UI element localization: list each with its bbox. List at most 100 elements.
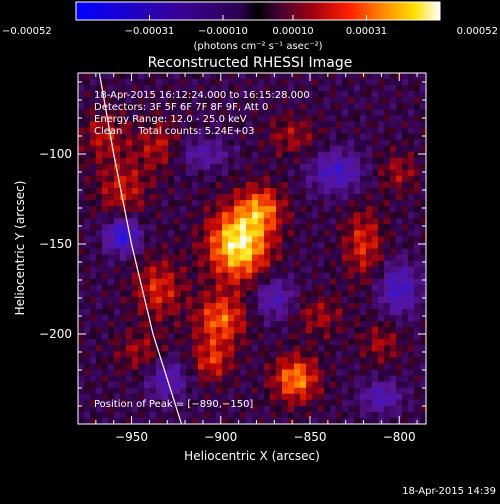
heatmap-cell	[420, 187, 426, 195]
heatmap-cell	[288, 73, 295, 80]
heatmap-cell	[114, 309, 121, 316]
heatmap-cell	[330, 169, 337, 177]
heatmap-cell	[414, 91, 421, 98]
heatmap-cell	[312, 109, 319, 116]
heatmap-cell	[276, 417, 283, 424]
heatmap-cell	[300, 127, 307, 135]
heatmap-cell	[294, 266, 301, 274]
heatmap-cell	[366, 175, 373, 183]
heatmap-cell	[222, 194, 229, 201]
heatmap-cell	[108, 333, 115, 340]
heatmap-cell	[234, 151, 241, 159]
heatmap-cell	[390, 411, 397, 419]
heatmap-cell	[114, 91, 121, 98]
heatmap-cell	[96, 315, 103, 322]
heatmap-cell	[318, 381, 325, 389]
heatmap-cell	[408, 236, 415, 243]
heatmap-cell	[420, 381, 426, 389]
heatmap-cell	[300, 345, 307, 352]
heatmap-cell	[270, 212, 277, 219]
heatmap-cell	[264, 121, 271, 128]
heatmap-cell	[288, 151, 295, 159]
heatmap-cell	[198, 345, 205, 352]
heatmap-cell	[204, 85, 211, 92]
heatmap-cell	[372, 212, 379, 219]
heatmap-cell	[234, 315, 241, 322]
heatmap-cell	[102, 133, 109, 141]
heatmap-cell	[138, 85, 145, 92]
heatmap-cell	[204, 73, 211, 80]
heatmap-cell	[318, 272, 325, 280]
heatmap-cell	[342, 115, 349, 122]
heatmap-cell	[210, 290, 217, 298]
heatmap-cell	[96, 327, 103, 334]
heatmap-cell	[138, 103, 145, 110]
heatmap-cell	[120, 381, 127, 389]
heatmap-cell	[348, 399, 355, 407]
heatmap-cell	[174, 309, 181, 316]
heatmap-cell	[162, 411, 169, 419]
heatmap-cell	[336, 375, 343, 383]
heatmap-cell	[384, 309, 391, 316]
heatmap-cell	[288, 290, 295, 298]
heatmap-cell	[108, 405, 115, 413]
heatmap-cell	[294, 393, 301, 401]
heatmap-cell	[90, 284, 97, 292]
heatmap-cell	[336, 363, 343, 371]
heatmap-cell	[138, 357, 145, 364]
heatmap-cell	[294, 369, 301, 377]
heatmap-cell	[102, 230, 109, 237]
heatmap-cell	[342, 133, 349, 141]
heatmap-cell	[378, 266, 385, 274]
heatmap-cell	[150, 339, 157, 346]
heatmap-cell	[84, 399, 91, 407]
heatmap-cell	[414, 115, 421, 122]
heatmap-cell	[354, 381, 361, 389]
heatmap-cell	[222, 236, 229, 243]
heatmap-cell	[366, 109, 373, 116]
heatmap-cell	[258, 218, 265, 225]
heatmap-cell	[264, 369, 271, 377]
heatmap-cell	[246, 145, 253, 153]
heatmap-cell	[156, 200, 163, 207]
heatmap-cell	[102, 399, 109, 407]
heatmap-cell	[180, 339, 187, 346]
heatmap-cell	[348, 175, 355, 183]
heatmap-cell	[234, 73, 241, 80]
heatmap-cell	[120, 405, 127, 413]
heatmap-cell	[144, 121, 151, 128]
heatmap-cell	[324, 284, 331, 292]
heatmap-cell	[294, 103, 301, 110]
heatmap-cell	[144, 181, 151, 189]
heatmap-cell	[150, 218, 157, 225]
heatmap-cell	[216, 85, 223, 92]
colorbar-ticks	[75, 15, 441, 20]
heatmap-cell	[324, 369, 331, 377]
heatmap-cell	[222, 212, 229, 219]
heatmap-cell	[276, 266, 283, 274]
heatmap-cell	[90, 224, 97, 231]
heatmap-cell	[168, 224, 175, 231]
heatmap-cell	[78, 200, 85, 207]
heatmap-cell	[342, 236, 349, 243]
heatmap-cell	[150, 236, 157, 243]
heatmap-cell	[384, 230, 391, 237]
heatmap-cell	[108, 375, 115, 383]
heatmap-cell	[294, 278, 301, 286]
heatmap-cell	[204, 157, 211, 165]
heatmap-cell	[324, 399, 331, 407]
heatmap-cell	[294, 109, 301, 116]
heatmap-cell	[282, 321, 289, 328]
heatmap-cell	[174, 97, 181, 104]
heatmap-cell	[210, 236, 217, 243]
heatmap-cell	[258, 296, 265, 304]
heatmap-cell	[90, 157, 97, 165]
heatmap-cell	[174, 79, 181, 86]
heatmap-cell	[330, 387, 337, 395]
heatmap-cell	[300, 290, 307, 298]
heatmap-cell	[360, 405, 367, 413]
heatmap-cell	[330, 73, 337, 80]
heatmap-cell	[138, 181, 145, 189]
heatmap-cell	[336, 393, 343, 401]
heatmap-cell	[162, 375, 169, 383]
